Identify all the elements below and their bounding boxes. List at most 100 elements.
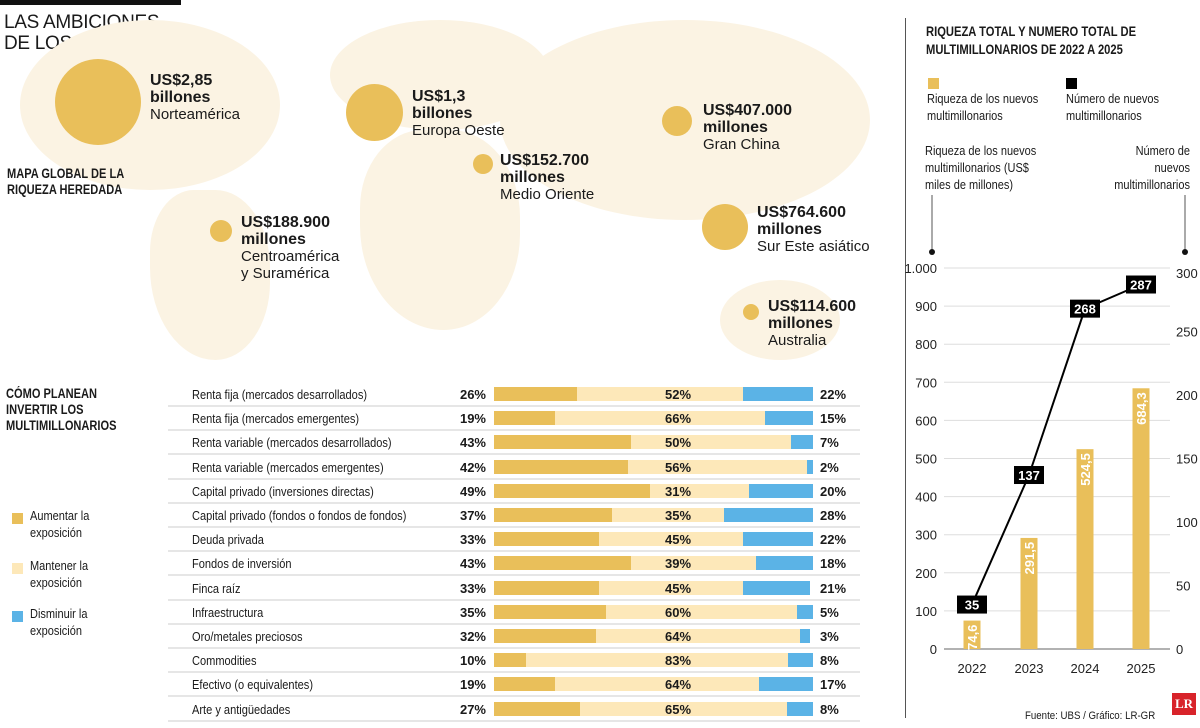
count-label: 137 (1018, 468, 1040, 483)
bar-segment-decrease (787, 653, 813, 668)
top-rule (0, 0, 181, 5)
bar-segment-increase (494, 653, 526, 668)
investment-chart-title: CÓMO PLANEAN INVERTIR LOS MULTIMILLONARI… (6, 386, 117, 433)
row-label: Renta variable (mercados desarrollados) (192, 435, 392, 451)
increase-pct: 37% (459, 508, 486, 523)
row-label: Arte y antigüedades (192, 701, 291, 717)
legend-swatch (12, 513, 23, 524)
bar-segment-maintain (627, 459, 807, 474)
maintain-pct: 64% (664, 677, 692, 693)
bar-segment-decrease (806, 459, 813, 474)
bar-segment-maintain (554, 411, 766, 426)
bar-segment-maintain (525, 653, 788, 668)
bar-segment-decrease (790, 435, 813, 450)
left-tick-label: 300 (915, 528, 937, 543)
table-row: Fondos de inversión 43% 39% 18% (168, 552, 860, 577)
bar-segment-maintain (631, 556, 756, 571)
bar-value-label: 291,5 (1022, 542, 1037, 575)
table-row: Finca raíz 33% 45% 21% (168, 577, 860, 601)
bar-segment-decrease (723, 508, 813, 522)
row-label: Fondos de inversión (192, 556, 292, 572)
table-row: Arte y antigüedades 27% 65% 8% (168, 698, 860, 722)
bar-segment-decrease (742, 532, 813, 547)
maintain-pct: 31% (664, 483, 692, 499)
year-label: 2025 (1127, 661, 1156, 676)
bar-segment-increase (494, 677, 555, 692)
table-row: Commodities 10% 83% 8% (168, 649, 860, 674)
increase-pct: 10% (459, 653, 486, 669)
row-label: Deuda privada (192, 532, 264, 548)
maintain-pct: 52% (664, 387, 692, 402)
table-row: Capital privado (fondos o fondos de fond… (168, 504, 860, 528)
bar-value-label: 74,6 (965, 625, 980, 650)
bar-segment-decrease (758, 677, 813, 692)
count-label: 35 (965, 598, 979, 613)
decrease-pct: 7% (820, 435, 839, 451)
increase-pct: 43% (459, 556, 486, 572)
count-label: 287 (1130, 278, 1152, 293)
bar-segment-maintain (596, 629, 801, 643)
stacked-bar (494, 435, 813, 450)
decrease-pct: 5% (820, 604, 839, 620)
increase-pct: 32% (459, 629, 486, 644)
table-row: Deuda privada 33% 45% 22% (168, 528, 860, 553)
bar-segment-increase (494, 556, 632, 571)
bubble-europa-oeste (346, 84, 403, 141)
bar-segment-increase (494, 387, 577, 401)
bar-segment-increase (494, 701, 581, 716)
increase-pct: 49% (459, 483, 486, 499)
left-tick-label: 500 (915, 452, 937, 467)
right-tick-label: 250 (1176, 325, 1198, 340)
stacked-bar (494, 604, 813, 619)
wealth-bar (1132, 388, 1150, 649)
row-label: Efectivo (o equivalentes) (192, 677, 314, 693)
table-row: Oro/metales preciosos 32% 64% 3% (168, 625, 860, 649)
row-label: Renta variable (mercados emergentes) (192, 459, 384, 475)
label-gran-china: US$407.000 millones Gran China (703, 102, 792, 153)
stacked-bar (494, 701, 813, 716)
row-label: Renta fija (mercados emergentes) (192, 411, 360, 427)
decrease-pct: 2% (820, 459, 839, 475)
bar-segment-maintain (612, 508, 724, 522)
maintain-pct: 56% (664, 459, 692, 475)
legend-swatch-count (1066, 78, 1077, 89)
bar-segment-decrease (742, 580, 810, 595)
table-row: Renta variable (mercados emergentes) 42%… (168, 456, 860, 480)
maintain-pct: 50% (664, 435, 692, 451)
label-europa-oeste: US$1,3 billones Europa Oeste (412, 88, 505, 139)
bar-segment-maintain (599, 580, 743, 595)
decrease-pct: 22% (820, 387, 847, 402)
bar-value-label: 684,3 (1134, 392, 1149, 425)
label-norteamerica: US$2,85 billones Norteamérica (150, 72, 241, 123)
legend-label: Disminuir la exposición (30, 607, 88, 638)
table-row: Capital privado (inversiones directas) 4… (168, 480, 860, 504)
left-tick-label: 0 (930, 642, 937, 657)
count-line (971, 283, 1142, 605)
bar-segment-maintain (605, 604, 798, 619)
wealth-bar (1020, 537, 1038, 649)
table-row: Efectivo (o equivalentes) 19% 64% 17% (168, 673, 860, 698)
bubble-gran-china (662, 106, 692, 136)
bar-value-label: 524,5 (1078, 453, 1093, 486)
maintain-pct: 83% (664, 653, 692, 669)
decrease-pct: 17% (820, 677, 847, 693)
decrease-pct: 8% (820, 701, 839, 717)
bar-segment-increase (494, 532, 600, 547)
wealth-chart-title: RIQUEZA TOTAL Y NUMERO TOTAL DE MULTIMILL… (926, 23, 1137, 57)
stacked-bar (494, 483, 813, 498)
legend-label: Mantener la exposición (30, 559, 89, 590)
stacked-bar (494, 677, 813, 692)
bar-segment-maintain (599, 532, 743, 547)
row-label: Commodities (192, 653, 257, 669)
legend-swatch (12, 611, 23, 622)
label-medio-oriente: US$152.700 millones Medio Oriente (500, 152, 595, 203)
table-row: Renta fija (mercados emergentes) 19% 66%… (168, 407, 860, 432)
maintain-pct: 66% (664, 411, 692, 427)
row-label: Infraestructura (192, 604, 264, 620)
bar-segment-increase (494, 629, 597, 643)
bubble-sur-este-asiatico (702, 204, 748, 250)
count-label-box (1070, 299, 1100, 318)
left-tick-label: 600 (915, 413, 937, 428)
left-tick-label: 700 (915, 375, 937, 390)
